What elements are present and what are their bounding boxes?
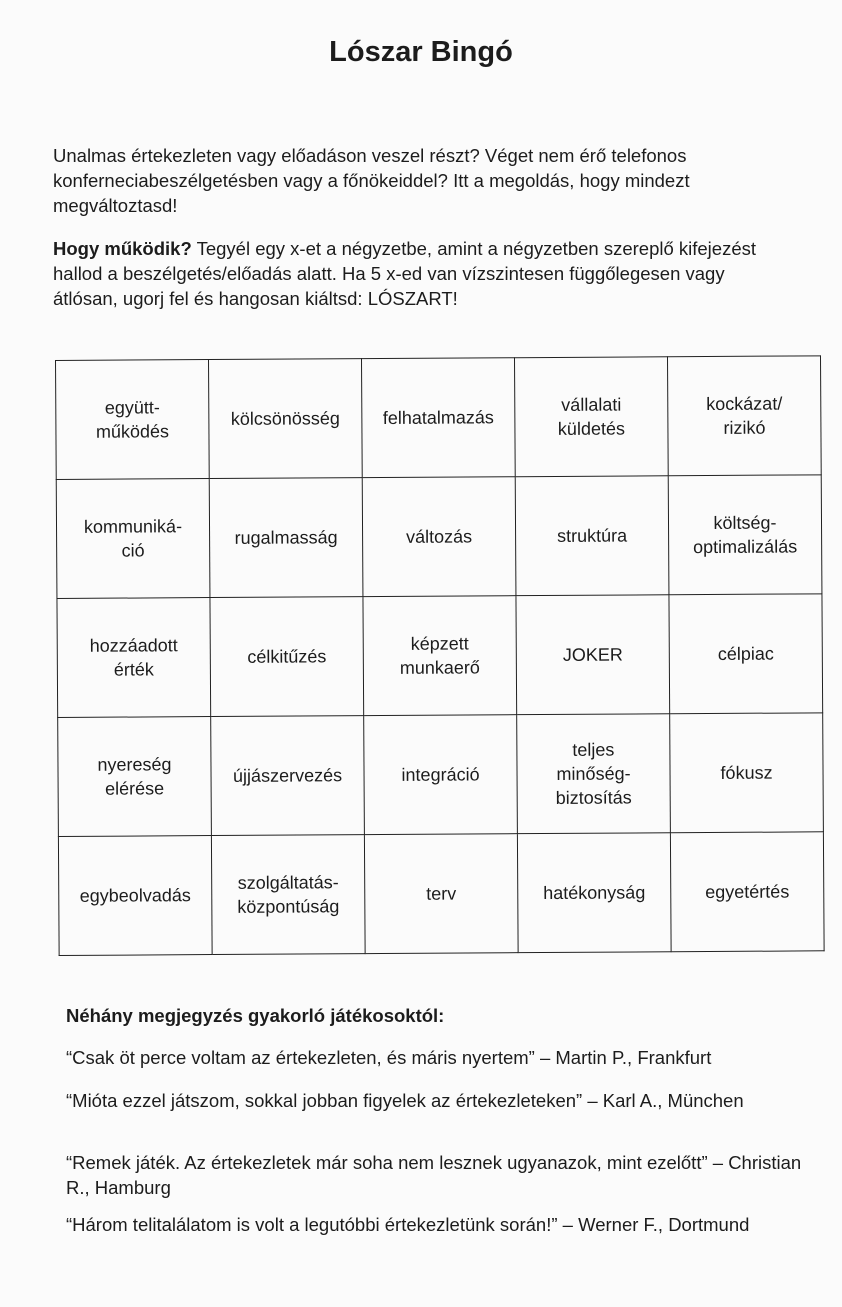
bingo-cell[interactable]: rugalmasság [209,477,363,598]
quote: “Mióta ezzel játszom, sokkal jobban figy… [66,1090,744,1111]
quote: “Három telitalálatom is volt a legutóbbi… [66,1214,750,1235]
bingo-cell[interactable]: célpiac [668,593,823,714]
how-it-works-label: Hogy működik? [53,238,192,259]
bingo-cell[interactable]: kockázat/ rizikó [667,355,822,476]
bingo-cell[interactable]: kölcsönösség [208,358,363,479]
bingo-cell[interactable]: kommuniká- ció [56,478,210,599]
bingo-cell[interactable]: újjászervezés [210,715,365,836]
bingo-cell[interactable]: egyetértés [670,831,825,952]
bingo-cell[interactable]: struktúra [515,475,669,596]
bingo-cell[interactable]: hozzáadott érték [56,597,211,718]
bingo-cell[interactable]: változás [362,476,516,597]
bingo-cell[interactable]: JOKER [515,594,670,715]
bingo-row: együtt- működés kölcsönösség felhatalmazás… [55,355,822,480]
bingo-cell[interactable]: képzett munkaerő [362,595,517,716]
quote: “Remek játék. Az értekezletek már soha n… [66,1152,802,1198]
bingo-cell[interactable]: egybeolvadás [58,835,213,956]
intro-paragraph: Unalmas értekezleten vagy előadáson vesz… [53,145,690,216]
how-it-works-text: Tegyél egy x-et a négyzetbe, amint a nég… [53,238,757,309]
bingo-cell[interactable]: integráció [363,714,518,835]
bingo-cell[interactable]: teljes minőség- biztosítás [516,713,671,834]
how-it-works-paragraph: Hogy működik? Tegyél egy x-et a négyzetb… [53,236,793,311]
bingo-grid: együtt- működés kölcsönösség felhatalmazás… [55,355,825,956]
bingo-cell[interactable]: költség- optimalizálás [668,474,822,595]
bingo-cell[interactable]: szolgáltatás- központúság [211,834,366,955]
bingo-cell[interactable]: nyereség elérése [57,716,212,837]
quote: “Csak öt perce voltam az értekezleten, é… [66,1047,712,1068]
bingo-row: kommuniká- ció rugalmasság változás struktú… [56,474,822,599]
bingo-row: hozzáadott érték célkitűzés képzett munkae… [56,593,823,718]
bingo-cell[interactable]: felhatalmazás [361,357,516,478]
notes-heading: Néhány megjegyzés gyakorló játékosoktól: [66,1005,445,1026]
bingo-cell[interactable]: terv [364,833,519,954]
bingo-cell[interactable]: vállalati küldetés [514,356,669,477]
bingo-cell[interactable]: fókusz [669,712,824,833]
page-title: Lószar Bingó [329,36,513,68]
bingo-row: nyereség elérése újjászervezés integráció t… [57,712,824,837]
bingo-cell[interactable]: hatékonyság [517,832,672,953]
bingo-cell[interactable]: célkitűzés [209,596,364,717]
bingo-row: egybeolvadás szolgáltatás- központúság ter… [58,831,825,956]
bingo-cell[interactable]: együtt- működés [55,359,210,480]
